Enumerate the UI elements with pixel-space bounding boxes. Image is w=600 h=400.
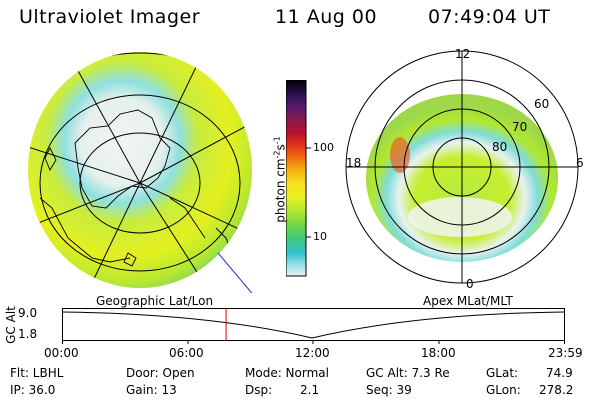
- colorbar-unit-label: photon cm-2s-1: [272, 136, 288, 223]
- auroral-disc: [28, 52, 252, 288]
- gc-alt-status: GC Alt: 7.3 Re: [366, 366, 450, 380]
- time-tick-1200: 12:00: [295, 346, 330, 360]
- time-tick-0600: 06:00: [169, 346, 204, 360]
- geographic-panel-label: Geographic Lat/Lon: [96, 294, 214, 308]
- date-label: 11 Aug 00: [275, 6, 378, 28]
- time-tick-1800: 18:00: [421, 346, 456, 360]
- ip-status: IP: 36.0: [10, 383, 56, 397]
- gain-status: Gain: 13: [126, 383, 177, 397]
- altitude-plot: [62, 308, 566, 344]
- colorbar-tick-10: 10: [313, 230, 327, 243]
- dsp-value: 2.1: [300, 383, 320, 397]
- polar-mlt-plot: [345, 50, 579, 284]
- mlat-label-80: 80: [492, 140, 508, 154]
- mlt-label-6: 6: [576, 156, 584, 170]
- colorbar-tick-100: 100: [313, 141, 334, 154]
- time-label: 07:49:04 UT: [428, 6, 551, 28]
- filter-status: Flt: LBHL: [10, 366, 64, 380]
- glat-label: GLat:: [486, 366, 519, 380]
- altitude-tick-low: 1.8: [18, 327, 38, 341]
- mlat-label-60: 60: [534, 97, 550, 111]
- mode-status: Mode: Normal: [245, 366, 329, 380]
- altitude-axis-label: GC Alt: [4, 306, 18, 344]
- mlt-label-12: 12: [455, 47, 471, 61]
- mlat-label-70: 70: [512, 120, 528, 134]
- mlt-label-0: 0: [466, 277, 474, 291]
- geographic-image: [28, 52, 253, 293]
- time-tick-0000: 00:00: [44, 346, 79, 360]
- colorbar: [286, 80, 311, 277]
- altitude-tick-high: 9.0: [18, 306, 38, 320]
- glon-value: 278.2: [539, 383, 574, 397]
- dsp-label: Dsp:: [245, 383, 273, 397]
- door-status: Door: Open: [126, 366, 195, 380]
- instrument-title: Ultraviolet Imager: [19, 6, 201, 28]
- glon-label: GLon:: [486, 383, 521, 397]
- time-tick-2359: 23:59: [548, 346, 583, 360]
- seq-status: Seq: 39: [366, 383, 412, 397]
- glat-value: 74.9: [546, 366, 573, 380]
- polar-panel-label: Apex MLat/MLT: [423, 294, 513, 308]
- altitude-curve: [62, 311, 566, 339]
- mlt-label-18: 18: [346, 156, 362, 170]
